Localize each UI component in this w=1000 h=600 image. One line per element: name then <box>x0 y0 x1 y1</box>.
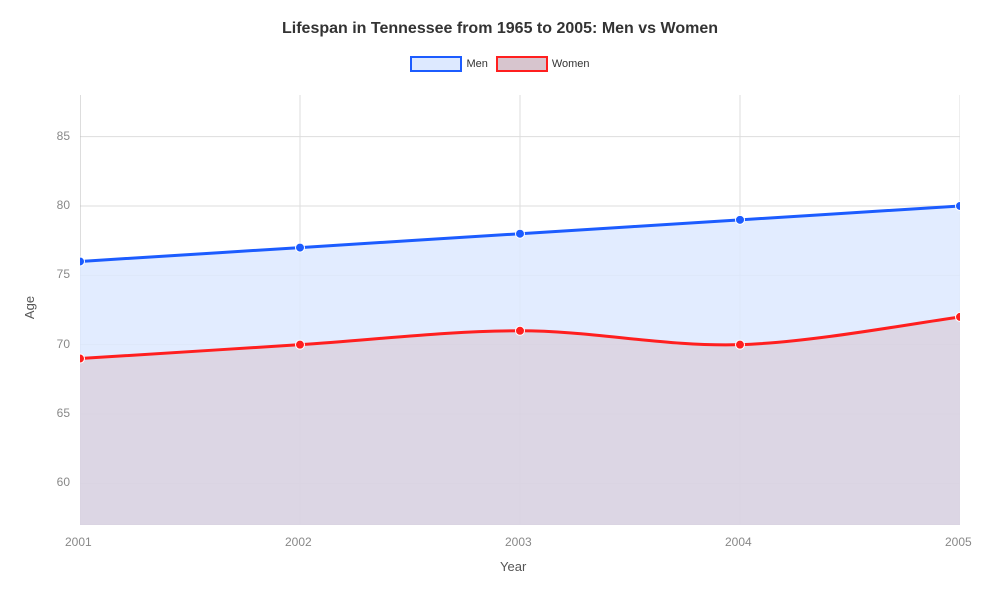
plot-area <box>80 95 960 525</box>
legend-item-women: Women <box>496 56 590 72</box>
chart-title: Lifespan in Tennessee from 1965 to 2005:… <box>0 0 1000 38</box>
legend-item-men: Men <box>410 56 487 72</box>
chart-container: Lifespan in Tennessee from 1965 to 2005:… <box>0 0 1000 600</box>
legend: Men Women <box>0 56 1000 72</box>
chart-svg <box>80 95 960 525</box>
y-tick-label: 80 <box>57 198 70 212</box>
y-axis-label: Age <box>22 296 37 319</box>
y-tick-label: 75 <box>57 267 70 281</box>
legend-swatch-men <box>410 56 462 72</box>
y-tick-label: 60 <box>57 475 70 489</box>
legend-swatch-women <box>496 56 548 72</box>
x-tick-label: 2004 <box>725 535 752 549</box>
x-axis-label: Year <box>500 559 526 574</box>
x-tick-label: 2002 <box>285 535 312 549</box>
x-tick-label: 2001 <box>65 535 92 549</box>
y-tick-label: 70 <box>57 337 70 351</box>
y-tick-label: 85 <box>57 129 70 143</box>
x-tick-label: 2003 <box>505 535 532 549</box>
x-tick-label: 2005 <box>945 535 972 549</box>
y-tick-label: 65 <box>57 406 70 420</box>
legend-label-women: Women <box>552 58 590 70</box>
legend-label-men: Men <box>466 58 487 70</box>
